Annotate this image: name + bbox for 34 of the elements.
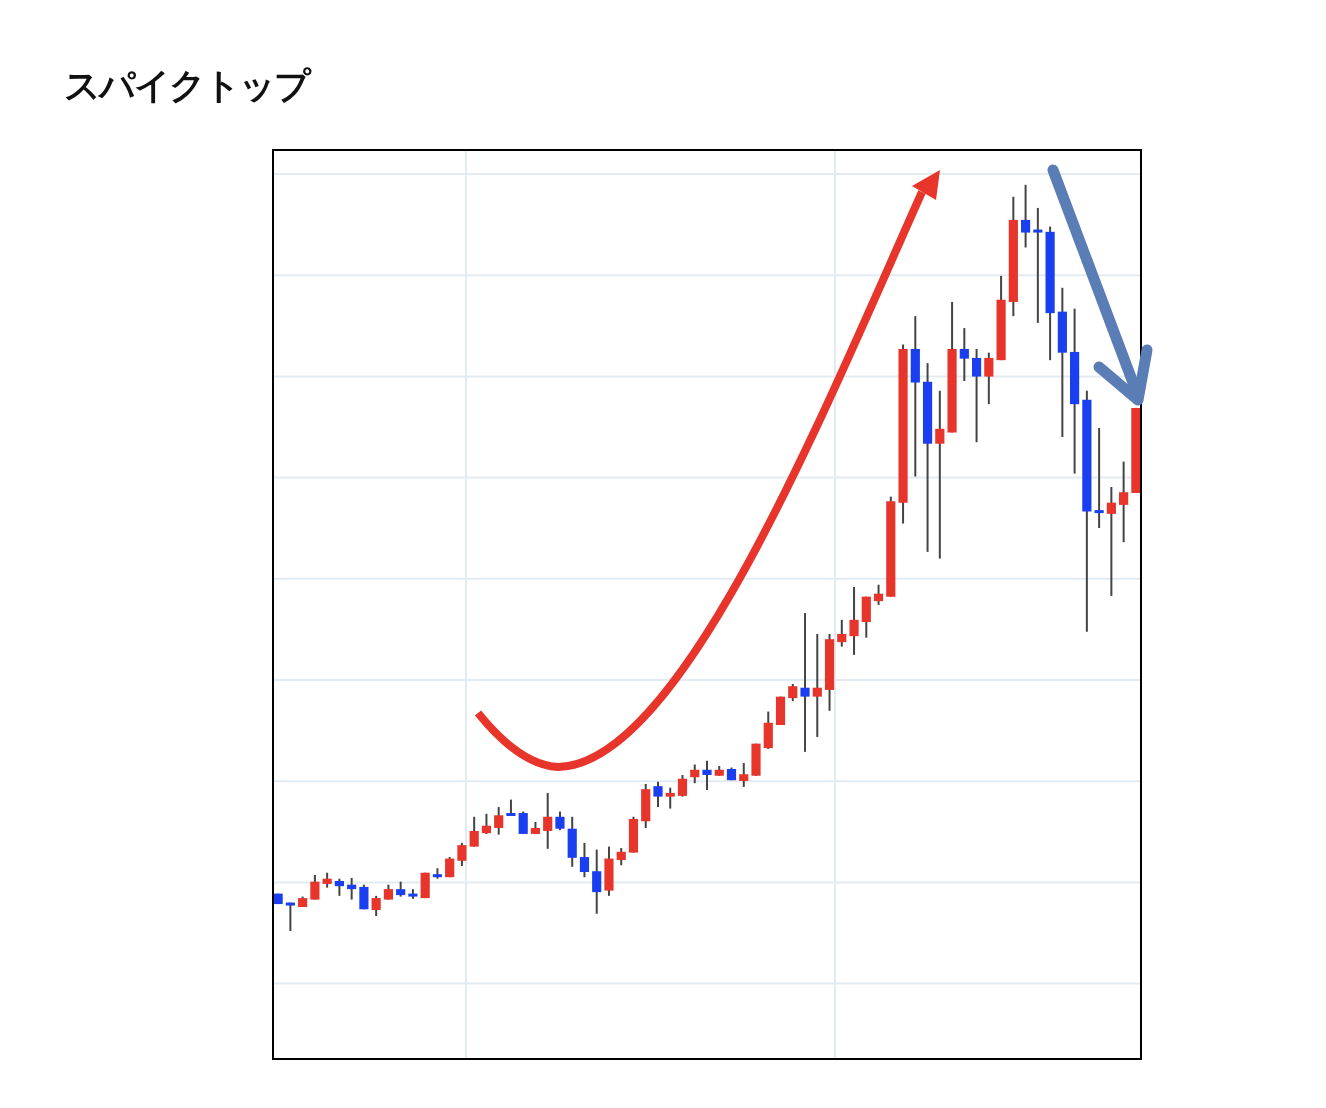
candlestick — [849, 585, 859, 656]
candlestick — [984, 351, 994, 406]
candlestick — [690, 763, 700, 785]
candlestick — [592, 848, 602, 915]
candlestick — [1106, 485, 1116, 597]
candlestick — [457, 841, 467, 868]
candlestick — [518, 810, 528, 835]
candlestick — [481, 812, 492, 835]
candlestick — [1033, 206, 1043, 324]
candlestick — [837, 618, 847, 648]
candlestick — [310, 873, 320, 901]
candlestick — [1119, 460, 1129, 544]
chart-title: スパイクトップ — [64, 64, 309, 108]
candlestick — [494, 806, 504, 836]
candlestick — [359, 883, 369, 911]
candlestick — [555, 810, 565, 832]
candlestick — [543, 791, 553, 850]
candlestick — [1094, 427, 1104, 530]
candlestick — [702, 759, 712, 791]
candlestick — [469, 815, 479, 848]
candlestick — [1021, 183, 1031, 249]
candlestick — [800, 612, 810, 753]
candlestick — [812, 632, 822, 738]
candlestick — [579, 841, 590, 879]
candlestick — [285, 901, 295, 932]
candlestick — [959, 327, 969, 383]
candlestick — [873, 583, 884, 606]
candlestick — [677, 773, 688, 798]
candlestick — [971, 347, 982, 444]
candlestick — [665, 786, 675, 810]
candlestick — [371, 894, 381, 917]
candlestick — [739, 762, 749, 788]
candlestick — [935, 389, 945, 560]
candlestick — [653, 780, 663, 809]
